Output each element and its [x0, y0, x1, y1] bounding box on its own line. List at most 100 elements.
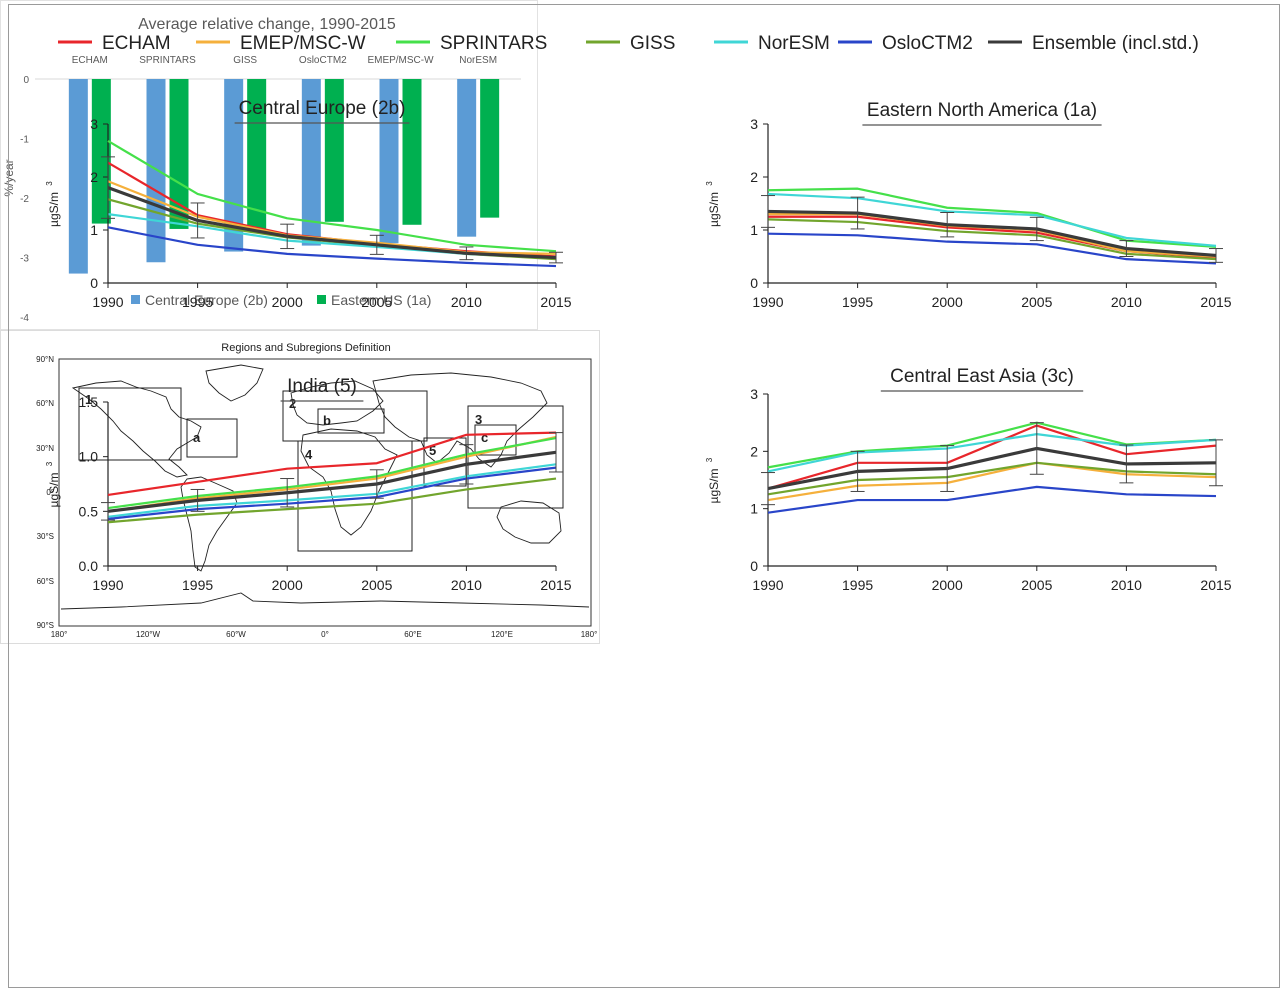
y-tick-label: 1: [90, 222, 98, 238]
bar-eastern-us-1a-giss: [247, 79, 267, 231]
bar-eastern-us-1a-emep-msc-w: [402, 79, 422, 225]
x-tick-label: 1995: [842, 294, 873, 310]
map-title: Regions and Subregions Definition: [221, 342, 390, 354]
chart-title: India (5): [287, 376, 357, 397]
bar-eastern-us-1a-noresm: [480, 79, 500, 218]
series-line-ensemble-incl-std: [107, 186, 557, 260]
legend-item-sprintars: SPRINTARS: [396, 33, 547, 54]
y-tick-label: 0: [90, 275, 98, 291]
y-axis-label-superscript: 3: [45, 461, 54, 466]
y-axis-label: µgS/m: [47, 473, 61, 508]
bar-y-tick-label: -4: [20, 313, 29, 324]
lat-label-30s: 30°S: [37, 532, 54, 541]
map-region-boxes: [78, 387, 564, 552]
map-coastlines: [60, 364, 590, 610]
chart-title: Central Europe (2b): [239, 98, 406, 119]
x-tick-label: 2010: [1111, 577, 1142, 593]
bar-category-label-giss: GISS: [233, 55, 257, 66]
ensemble-error-bar: [101, 156, 115, 219]
ensemble-error-bar: [369, 234, 384, 255]
coast-australia: [496, 500, 562, 544]
bar-y-tick-label: -3: [20, 254, 29, 265]
lat-label-60n: 60°N: [36, 399, 54, 408]
x-tick-label: 2015: [540, 294, 571, 310]
lon-label-120e: 120°E: [491, 630, 513, 639]
bar-chart-relative-change: Average relative change, 1990-2015 0 -1 -2 -…: [2, 16, 521, 324]
x-tick-label: 1995: [842, 577, 873, 593]
series-line-osloctm2: [107, 466, 557, 521]
y-axis-label: µgS/m: [707, 469, 721, 504]
region-box-1: [78, 387, 182, 461]
ensemble-error-bar: [940, 445, 955, 492]
region-label-4: 4: [305, 447, 313, 462]
chart-title: Central East Asia (3c): [890, 366, 1074, 387]
lat-label-0: 0°: [46, 488, 54, 497]
x-tick-label: 2010: [451, 577, 482, 593]
series-line-emep-msc-w: [767, 461, 1217, 502]
coast-north-america: [71, 380, 202, 478]
bar-chart-title: Average relative change, 1990-2015: [138, 16, 396, 33]
series-line-osloctm2: [107, 226, 557, 268]
ensemble-error-bar: [459, 444, 474, 485]
ensemble-error-bar: [1119, 240, 1134, 257]
bar-eastern-us-1a-echam: [91, 79, 111, 224]
chart-central-east-asia: Central East Asia (3c) 0 1 2 3 1990 1995 2000 20…: [705, 366, 1232, 593]
lon-label-120w: 120°W: [136, 630, 161, 639]
y-axis-label-group: µgS/m 3: [45, 181, 61, 227]
bar-category-label-echam: ECHAM: [72, 55, 108, 66]
region-label-a: a: [193, 430, 201, 445]
lon-label-180w: 180°: [51, 630, 68, 639]
figure-legend: ECHAM EMEP/MSC-W SPRINTARS GISS NorESM OsloCT…: [58, 33, 1199, 54]
series-line-noresm: [767, 192, 1217, 247]
chart-central-europe: Central Europe (2b) 0 1 2 3 1990 1995 2000 2005 2…: [45, 98, 572, 310]
series-line-noresm: [767, 433, 1217, 473]
legend-label-echam: ECHAM: [102, 33, 171, 54]
y-axis-label-group: µgS/m 3: [705, 457, 721, 503]
ensemble-error-bar: [549, 251, 563, 264]
series-line-giss: [767, 218, 1217, 261]
region-label-2: 2: [289, 396, 296, 411]
y-tick-label: 1: [750, 222, 758, 238]
ensemble-error-bar: [190, 488, 205, 512]
bar-central-europe-2b-giss: [224, 79, 244, 252]
ensemble-error-bar: [850, 196, 865, 230]
coast-africa: [300, 428, 398, 536]
x-tick-label: 2010: [451, 294, 482, 310]
ensemble-error-bar: [190, 202, 205, 239]
bar-y-tick-label: -2: [20, 194, 29, 205]
x-tick-label: 2005: [1021, 577, 1052, 593]
coast-antarctica: [60, 592, 590, 610]
ensemble-error-bar: [280, 478, 295, 508]
ensemble-error-bar: [761, 195, 775, 228]
ensemble-error-bar: [1029, 422, 1044, 475]
ensemble-error-bar: [1209, 439, 1223, 487]
legend-item-emep-msc-w: EMEP/MSC-W: [196, 33, 366, 54]
y-axis-label-superscript: 3: [705, 181, 714, 186]
y-axis-label-superscript: 3: [705, 457, 714, 462]
ensemble-error-bar: [549, 432, 563, 473]
bar-y-tick-label: -1: [20, 135, 29, 146]
bar-central-europe-2b-noresm: [457, 79, 477, 237]
lat-label-60s: 60°S: [37, 577, 54, 586]
y-tick-label: 0: [750, 558, 758, 574]
y-axis-label: µgS/m: [47, 192, 61, 227]
series-line-echam: [107, 431, 557, 497]
bar-legend-label-central-europe-2b: Central Europe (2b): [145, 292, 268, 308]
x-tick-label: 1995: [182, 294, 213, 310]
lon-label-60e: 60°E: [404, 630, 421, 639]
lat-label-90n: 90°N: [36, 355, 54, 364]
y-tick-label: 0: [750, 275, 758, 291]
y-axis-label-superscript: 3: [45, 181, 54, 186]
y-tick-label: 2: [90, 169, 98, 185]
y-axis-label-group: µgS/m 3: [705, 181, 721, 227]
y-axis-label-group: µgS/m 3: [45, 461, 61, 507]
series-line-echam: [767, 424, 1217, 490]
legend-item-osloctm2: OsloCTM2: [838, 33, 973, 54]
legend-label-emep-msc-w: EMEP/MSC-W: [240, 33, 366, 54]
x-tick-label: 2005: [361, 294, 392, 310]
bar-central-europe-2b-emep-msc-w: [379, 79, 399, 244]
series-line-noresm: [107, 213, 557, 259]
ensemble-error-bar: [280, 223, 295, 250]
coast-europe: [290, 380, 384, 426]
bar-central-europe-2b-osloctm2: [301, 79, 321, 246]
